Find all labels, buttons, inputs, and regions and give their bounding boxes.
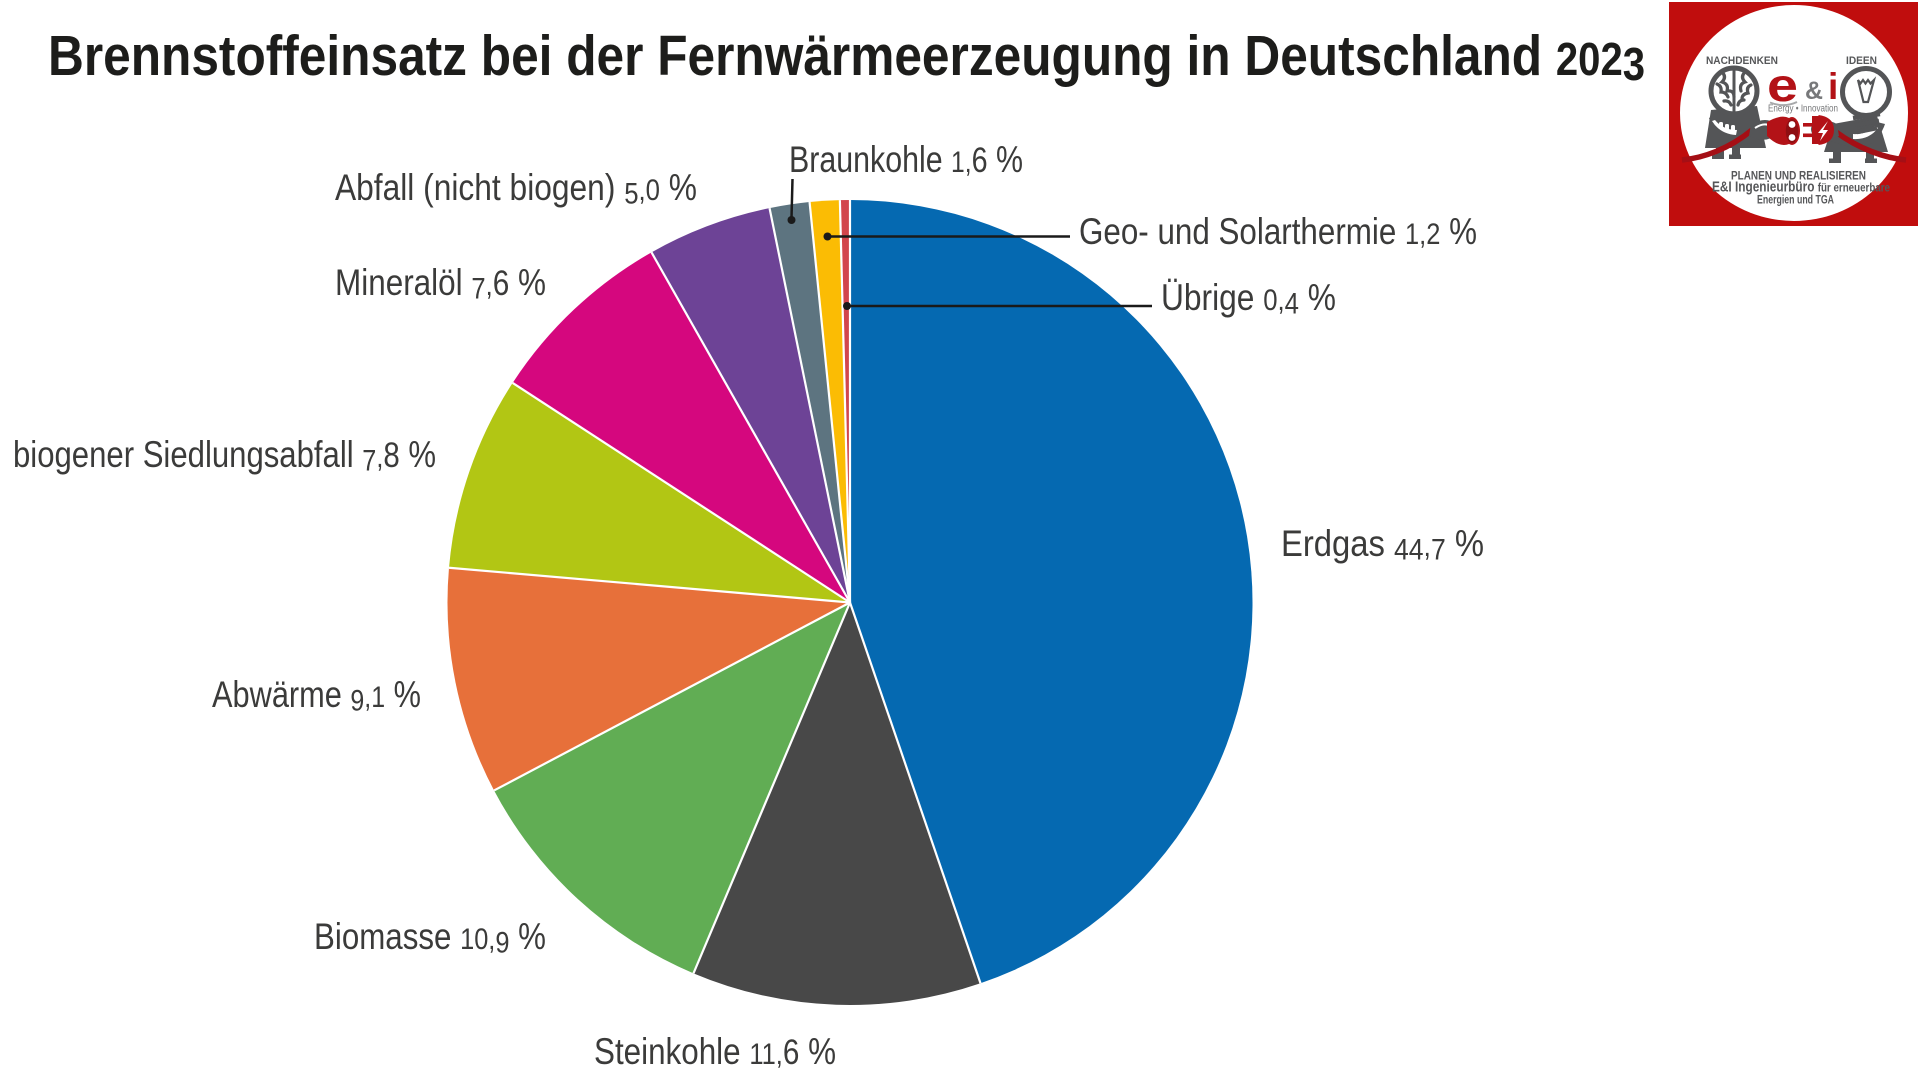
svg-text:Biomasse 10,9 %: Biomasse 10,9 % [314,916,546,959]
svg-text:Energien und TGA: Energien und TGA [1757,193,1834,207]
svg-text:Brennstoffeinsatz bei der Fern: Brennstoffeinsatz bei der Fernwärmeerzeu… [48,24,1645,90]
svg-text:Mineralöl 7,6 %: Mineralöl 7,6 % [335,262,546,305]
svg-text:Abfall (nicht biogen) 5,0 %: Abfall (nicht biogen) 5,0 % [335,167,697,210]
svg-text:PLANEN UND REALISIEREN: PLANEN UND REALISIEREN [1731,171,1866,183]
svg-text:Übrige 0,4 %: Übrige 0,4 % [1161,277,1336,320]
svg-text:Energy • Innovation: Energy • Innovation [1768,104,1838,115]
svg-text:IDEEN: IDEEN [1846,55,1877,67]
svg-text:Steinkohle 11,6 %: Steinkohle 11,6 % [594,1031,836,1072]
svg-text:E&I Ingenieurbüro für erneuerb: E&I Ingenieurbüro für erneuerbare [1712,180,1890,196]
svg-text:Braunkohle 1,6 %: Braunkohle 1,6 % [789,139,1023,180]
svg-text:i: i [1828,66,1838,107]
svg-text:Geo- und Solarthermie 1,2 %: Geo- und Solarthermie 1,2 % [1079,211,1477,252]
svg-text:Abwärme 9,1 %: Abwärme 9,1 % [212,674,421,717]
svg-text:Erdgas 44,7 %: Erdgas 44,7 % [1281,523,1484,566]
svg-text:NACHDENKEN: NACHDENKEN [1706,55,1778,67]
svg-text:biogener Siedlungsabfall 7,8 %: biogener Siedlungsabfall 7,8 % [13,434,436,477]
svg-text:&: & [1805,77,1823,105]
